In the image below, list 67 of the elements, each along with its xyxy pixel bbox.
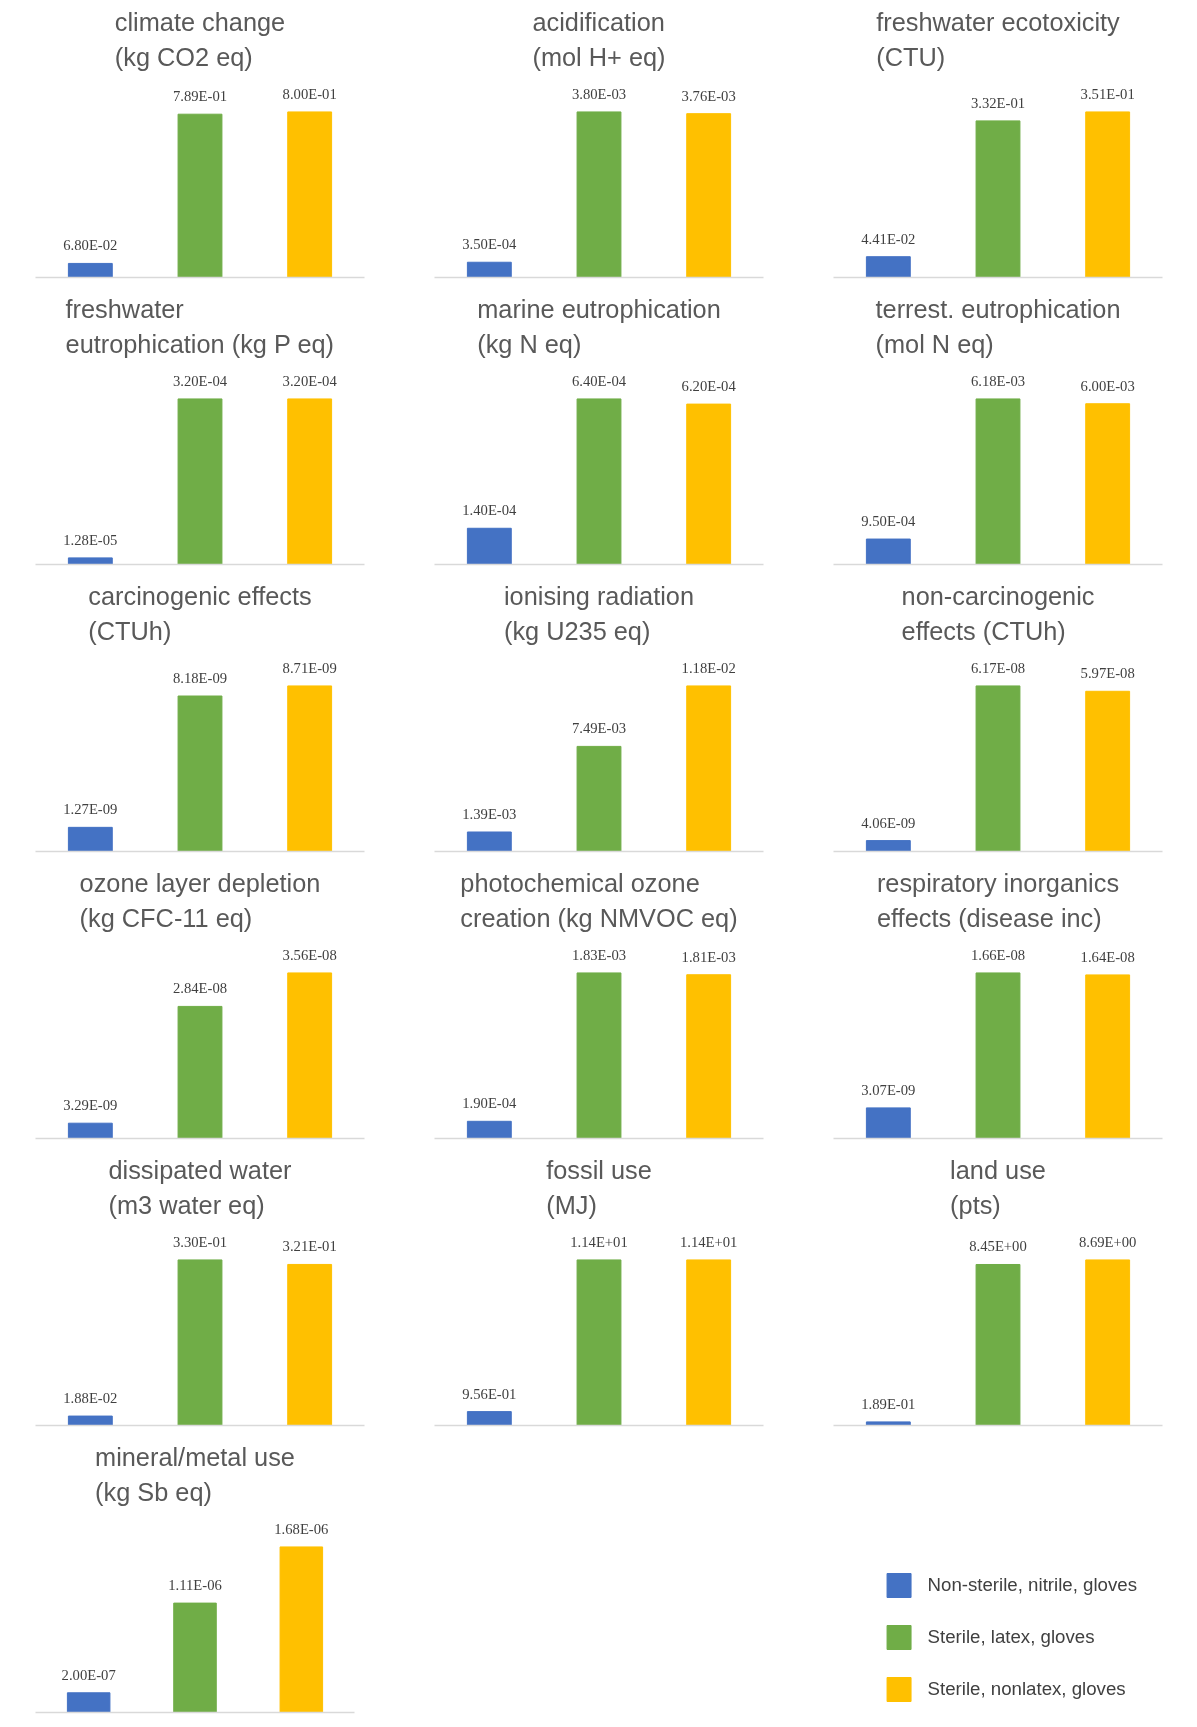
chart-title: terrest. eutrophication (mol N eq) <box>875 294 1121 358</box>
data-label: 6.80E-02 <box>63 237 118 254</box>
data-label: 3.56E-08 <box>282 946 337 963</box>
chart-title: respiratory inorganics effects (disease inc) <box>876 868 1120 932</box>
data-label: 1.11E-06 <box>168 1577 222 1594</box>
chart-title: climate change (kg CO2 eq) <box>114 7 286 71</box>
data-label: 1.28E-05 <box>63 531 118 548</box>
data-label: 1.83E-03 <box>571 946 627 963</box>
data-label: 3.32E-01 <box>970 94 1026 111</box>
data-label: 1.14E+01 <box>679 1233 738 1250</box>
chart-title: acidification (mol H+ eq) <box>532 7 666 71</box>
data-label: 8.45E+00 <box>969 1238 1027 1255</box>
legend-label: Non-sterile, nitrile, gloves <box>927 1574 1137 1596</box>
chart-title: ozone layer depletion (kg CFC-11 eq) <box>79 868 321 932</box>
chart-title: marine eutrophication (kg N eq) <box>477 294 721 358</box>
data-label: 1.89E-01 <box>861 1395 916 1412</box>
data-label: 1.68E-06 <box>274 1520 329 1537</box>
data-label: 8.71E-09 <box>282 659 337 676</box>
data-label: 5.97E-08 <box>1080 665 1135 682</box>
data-label: 3.07E-09 <box>861 1081 916 1098</box>
data-label: 3.21E-01 <box>282 1238 337 1255</box>
chart-title: freshwater ecotoxicity (CTU) <box>876 7 1121 71</box>
chart-title: carcinogenic effects (CTUh) <box>88 581 312 645</box>
data-label: 7.89E-01 <box>172 88 228 105</box>
data-label: 1.39E-03 <box>462 806 517 822</box>
data-label: 1.64E-08 <box>1080 948 1135 965</box>
chart-title: dissipated water (m3 water eq) <box>108 1155 293 1219</box>
data-label: 8.69E+00 <box>1078 1233 1137 1250</box>
data-label: 6.17E-08 <box>970 659 1026 676</box>
data-label: 1.14E+01 <box>570 1233 628 1250</box>
chart-title: non-carcinogenic effects (CTUh) <box>901 581 1095 645</box>
data-label: 6.40E-04 <box>571 372 627 389</box>
data-label: 2.00E-07 <box>61 1666 116 1683</box>
chart-title: photochemical ozone creation (kg NMVOC eq) <box>460 868 738 932</box>
data-label: 6.20E-04 <box>681 378 737 395</box>
chart-title: ionising radiation (kg U235 eq) <box>503 581 695 645</box>
data-label: 1.40E-04 <box>462 502 518 519</box>
data-label: 2.84E-08 <box>172 980 228 997</box>
data-label: 4.06E-09 <box>861 814 916 831</box>
data-label: 6.00E-03 <box>1080 377 1135 394</box>
chart-title: land use (pts) <box>950 1155 1046 1219</box>
data-label: 7.49E-03 <box>571 720 627 737</box>
data-label: 1.81E-03 <box>681 948 736 965</box>
data-label: 8.18E-09 <box>172 670 228 686</box>
data-label: 1.90E-04 <box>462 1095 518 1112</box>
data-label: 9.56E-01 <box>462 1385 517 1402</box>
chart-title: freshwater eutrophication (kg P eq) <box>65 294 335 358</box>
data-label: 1.66E-08 <box>970 946 1026 963</box>
data-label: 8.00E-01 <box>282 85 337 102</box>
data-label: 3.20E-04 <box>282 372 338 389</box>
data-label: 9.50E-04 <box>861 513 917 530</box>
data-label: 6.18E-03 <box>970 372 1026 389</box>
chart-title: fossil use (MJ) <box>546 1155 652 1219</box>
data-label: 3.51E-01 <box>1080 85 1135 102</box>
data-label: 3.29E-09 <box>63 1097 118 1114</box>
data-label: 4.41E-02 <box>861 230 916 247</box>
chart-title: mineral/metal use (kg Sb eq) <box>95 1442 295 1506</box>
legend-label: Sterile, nonlatex, gloves <box>927 1678 1126 1700</box>
data-label: 3.30E-01 <box>172 1233 228 1250</box>
data-label: 3.50E-04 <box>462 236 518 253</box>
data-label: 1.88E-02 <box>63 1390 118 1407</box>
data-label: 3.80E-03 <box>571 85 627 102</box>
data-label: 3.20E-04 <box>172 372 228 389</box>
data-label: 1.18E-02 <box>681 659 736 676</box>
legend-label: Sterile, latex, gloves <box>927 1626 1095 1648</box>
data-label: 3.76E-03 <box>681 87 736 104</box>
data-label: 1.27E-09 <box>63 801 118 818</box>
